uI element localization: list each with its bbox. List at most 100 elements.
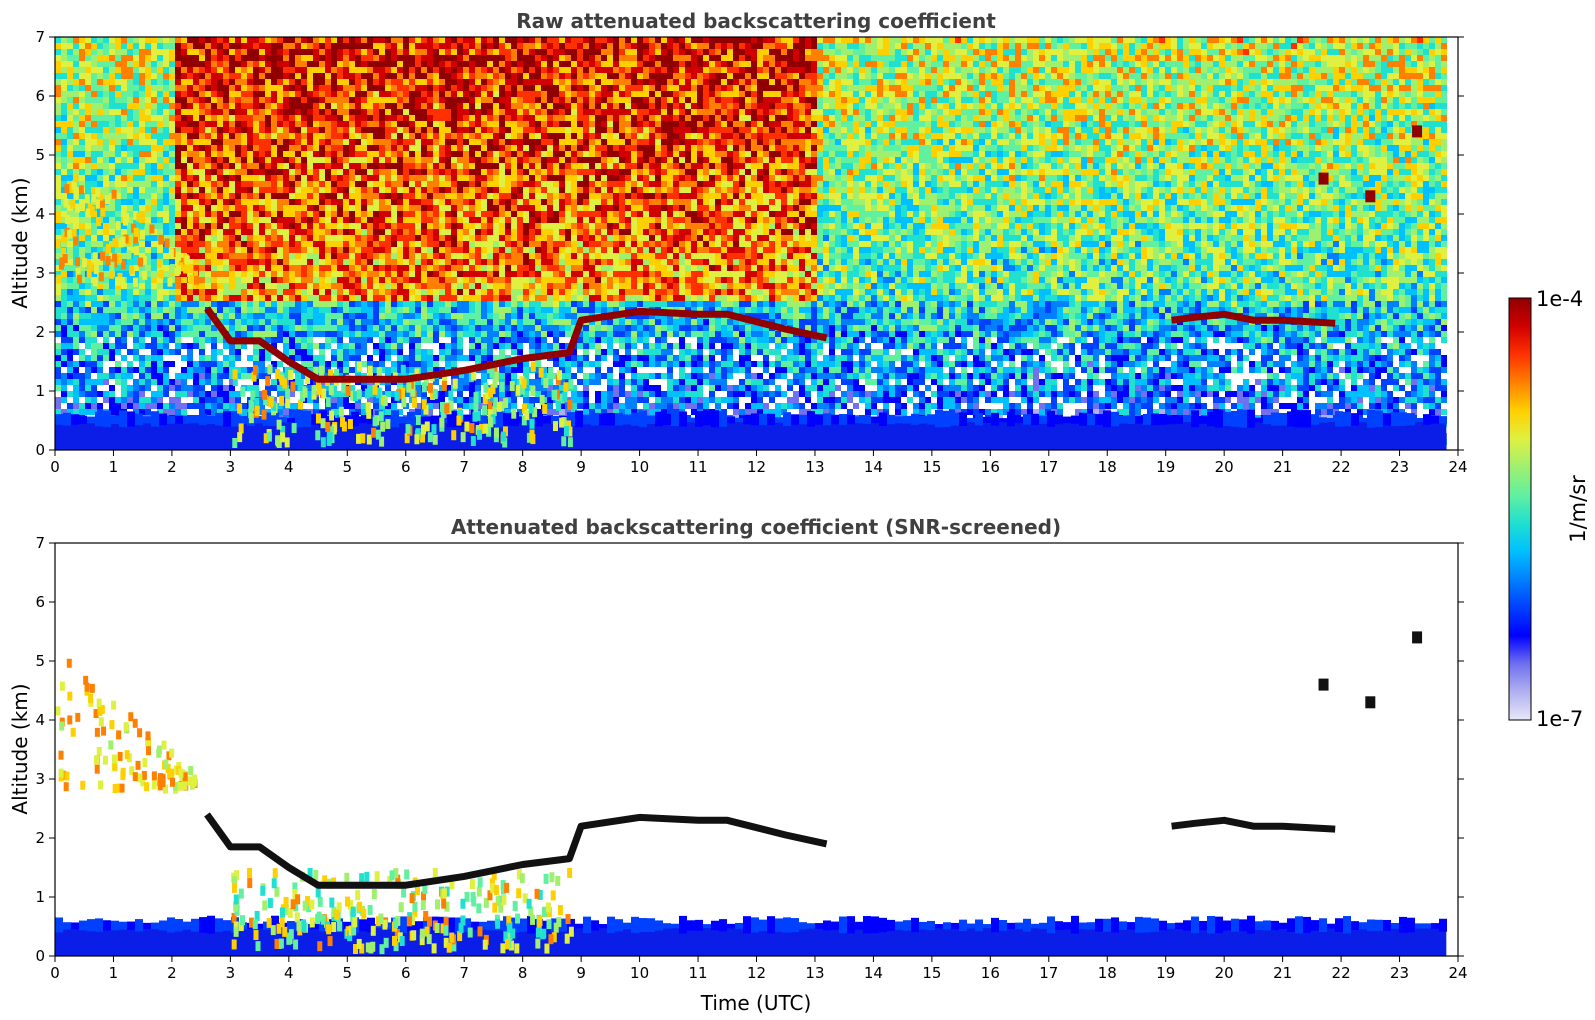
noise-cell <box>367 223 373 229</box>
noise-cell <box>433 73 439 79</box>
noise-cell <box>319 205 325 211</box>
noise-cell <box>145 241 151 247</box>
noise-cell <box>337 313 343 319</box>
noise-cell <box>475 97 481 103</box>
noise-cell <box>391 361 397 367</box>
noise-cell <box>199 133 205 139</box>
noise-cell <box>103 67 109 73</box>
noise-cell <box>451 139 457 145</box>
noise-cell <box>223 391 229 397</box>
noise-cell <box>493 85 499 91</box>
noise-cell <box>445 115 451 121</box>
noise-cell <box>109 145 115 151</box>
noise-cell <box>151 175 157 181</box>
noise-cell <box>277 337 283 343</box>
noise-cell <box>253 151 259 157</box>
noise-cell <box>475 163 481 169</box>
noise-cell <box>259 355 265 361</box>
noise-cell <box>331 55 337 61</box>
noise-cell <box>91 301 97 307</box>
noise-cell <box>427 235 433 241</box>
noise-cell <box>493 103 499 109</box>
noise-cell <box>61 115 67 121</box>
noise-cell <box>361 127 367 133</box>
noise-cell <box>445 265 451 271</box>
noise-cell <box>169 67 175 73</box>
noise-cell <box>361 391 367 397</box>
noise-cell <box>151 55 157 61</box>
noise-cell <box>487 145 493 151</box>
noise-cell <box>409 223 415 229</box>
noise-cell <box>319 109 325 115</box>
noise-cell <box>127 223 133 229</box>
noise-cell <box>313 229 319 235</box>
noise-cell <box>157 253 163 259</box>
noise-cell <box>283 349 289 355</box>
noise-cell <box>367 133 373 139</box>
noise-cell <box>145 139 151 145</box>
noise-cell <box>79 73 85 79</box>
noise-cell <box>403 205 409 211</box>
noise-cell <box>73 349 79 355</box>
noise-cell <box>475 337 481 343</box>
noise-cell <box>301 289 307 295</box>
noise-cell <box>325 391 331 397</box>
noise-cell <box>253 259 259 265</box>
noise-cell <box>235 91 241 97</box>
noise-cell <box>265 97 271 103</box>
noise-cell <box>505 289 511 295</box>
noise-cell <box>253 289 259 295</box>
noise-cell <box>139 343 145 349</box>
noise-cell <box>235 79 241 85</box>
noise-cell <box>397 157 403 163</box>
noise-cell <box>103 373 109 379</box>
noise-cell <box>475 61 481 67</box>
noise-cell <box>331 37 337 43</box>
noise-cell <box>55 355 61 361</box>
noise-cell <box>409 265 415 271</box>
noise-cell <box>493 265 499 271</box>
noise-cell <box>211 37 217 43</box>
noise-cell <box>307 295 313 301</box>
noise-cell <box>187 247 193 253</box>
noise-cell <box>169 403 175 409</box>
noise-cell <box>379 325 385 331</box>
noise-cell <box>163 313 169 319</box>
noise-cell <box>367 283 373 289</box>
noise-cell <box>439 295 445 301</box>
noise-cell <box>451 361 457 367</box>
noise-cell <box>151 265 157 271</box>
noise-cell <box>91 229 97 235</box>
noise-cell <box>427 367 433 373</box>
noise-cell <box>427 289 433 295</box>
noise-cell <box>337 67 343 73</box>
noise-cell <box>349 127 355 133</box>
noise-cell <box>433 397 439 403</box>
noise-cell <box>169 205 175 211</box>
noise-cell <box>271 295 277 301</box>
noise-cell <box>271 325 277 331</box>
noise-cell <box>421 391 427 397</box>
noise-cell <box>463 109 469 115</box>
noise-cell <box>397 205 403 211</box>
noise-cell <box>241 331 247 337</box>
noise-cell <box>115 235 121 241</box>
noise-cell <box>403 385 409 391</box>
noise-cell <box>487 175 493 181</box>
noise-cell <box>313 139 319 145</box>
noise-cell <box>421 301 427 307</box>
noise-cell <box>487 397 493 403</box>
noise-cell <box>265 151 271 157</box>
noise-cell <box>415 349 421 355</box>
noise-cell <box>379 193 385 199</box>
noise-cell <box>487 103 493 109</box>
noise-cell <box>433 295 439 301</box>
noise-cell <box>145 295 151 301</box>
noise-cell <box>73 151 79 157</box>
noise-cell <box>277 151 283 157</box>
noise-cell <box>115 397 121 403</box>
noise-cell <box>391 211 397 217</box>
noise-cell <box>283 115 289 121</box>
noise-cell <box>475 343 481 349</box>
noise-cell <box>73 289 79 295</box>
